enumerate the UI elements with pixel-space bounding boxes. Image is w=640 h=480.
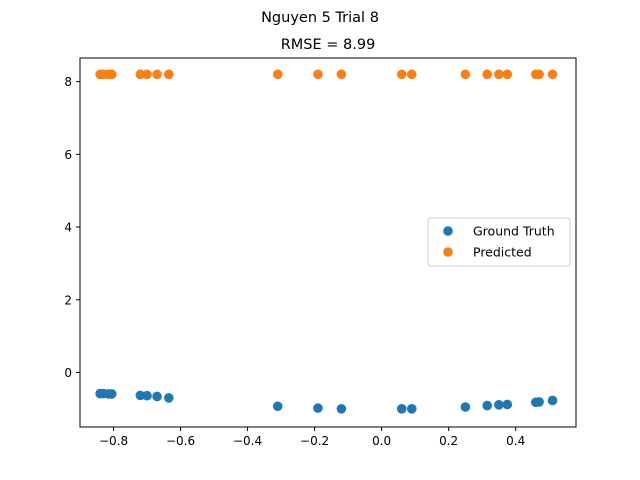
legend: Ground Truth Predicted xyxy=(427,217,571,267)
predicted-point xyxy=(482,69,492,80)
axes-title: RMSE = 8.99 xyxy=(281,37,376,53)
predicted-point xyxy=(164,69,174,80)
series-ground-truth xyxy=(95,388,558,414)
x-tick-label: −0.4 xyxy=(233,434,262,448)
ground-truth-point xyxy=(164,393,174,403)
ground-truth-point xyxy=(152,391,162,402)
predicted-point xyxy=(406,69,417,80)
figure-suptitle: Nguyen 5 Trial 8 xyxy=(261,10,379,26)
ground-truth-point xyxy=(272,401,283,412)
y-axis: 0 2 4 6 8 xyxy=(64,75,80,380)
ground-truth-point xyxy=(502,399,513,410)
predicted-point xyxy=(142,69,152,80)
x-axis: −0.8 −0.6 −0.4 −0.2 0.0 0.2 0.4 xyxy=(99,427,525,448)
ground-truth-point xyxy=(142,390,152,401)
ground-truth-point xyxy=(396,404,407,414)
y-tick-label: 4 xyxy=(64,221,72,235)
ground-truth-point xyxy=(107,389,117,399)
x-tick-label: 0.0 xyxy=(372,434,391,448)
y-tick-label: 2 xyxy=(64,293,72,307)
legend-label-ground-truth: Ground Truth xyxy=(473,224,555,239)
predicted-point xyxy=(313,69,323,80)
x-tick-label: 0.2 xyxy=(439,434,458,448)
legend-label-predicted: Predicted xyxy=(473,245,532,260)
y-tick-label: 8 xyxy=(64,75,72,89)
predicted-point xyxy=(534,69,544,80)
x-tick-label: −0.2 xyxy=(300,434,329,448)
predicted-point xyxy=(502,69,513,80)
predicted-point xyxy=(460,69,471,80)
predicted-point xyxy=(107,69,117,80)
legend-marker-predicted xyxy=(443,247,453,257)
ground-truth-point xyxy=(336,404,347,414)
x-tick-label: 0.4 xyxy=(506,434,525,448)
y-tick-label: 0 xyxy=(64,366,72,380)
ground-truth-point xyxy=(494,400,504,410)
ground-truth-point xyxy=(460,402,471,412)
predicted-point xyxy=(494,69,504,80)
ground-truth-point xyxy=(482,400,492,411)
ground-truth-point xyxy=(547,395,558,406)
predicted-point xyxy=(547,69,558,80)
predicted-point xyxy=(152,69,162,80)
predicted-point xyxy=(135,69,146,80)
plot-area xyxy=(95,69,558,414)
ground-truth-point xyxy=(534,397,544,407)
predicted-point xyxy=(272,69,283,80)
ground-truth-point xyxy=(406,404,417,414)
ground-truth-point xyxy=(313,403,323,413)
y-tick-label: 6 xyxy=(64,148,72,162)
x-tick-label: −0.6 xyxy=(166,434,195,448)
legend-marker-ground-truth xyxy=(443,226,453,236)
x-tick-label: −0.8 xyxy=(99,434,128,448)
predicted-point xyxy=(396,69,407,80)
axes-frame xyxy=(79,57,577,428)
predicted-point xyxy=(336,69,347,80)
series-predicted xyxy=(95,69,558,80)
legend-box xyxy=(427,217,571,267)
